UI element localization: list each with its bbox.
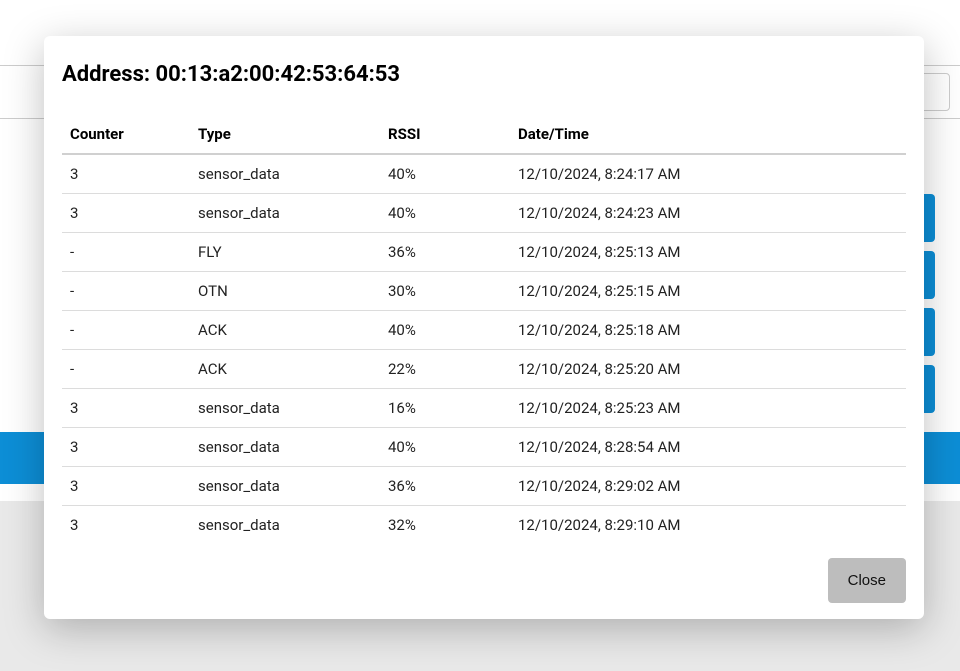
cell-datetime: 12/10/2024, 8:28:54 AM bbox=[510, 428, 906, 467]
cell-datetime: 12/10/2024, 8:25:20 AM bbox=[510, 350, 906, 389]
cell-rssi: 40% bbox=[380, 311, 510, 350]
cell-datetime: 12/10/2024, 8:25:13 AM bbox=[510, 233, 906, 272]
cell-rssi: 40% bbox=[380, 194, 510, 233]
column-header-counter: Counter bbox=[62, 117, 190, 154]
modal-footer: Close bbox=[62, 558, 906, 603]
cell-counter: 3 bbox=[62, 506, 190, 545]
cell-datetime: 12/10/2024, 8:25:18 AM bbox=[510, 311, 906, 350]
cell-datetime: 12/10/2024, 8:24:23 AM bbox=[510, 194, 906, 233]
column-header-rssi: RSSI bbox=[380, 117, 510, 154]
cell-type: sensor_data bbox=[190, 389, 380, 428]
cell-rssi: 22% bbox=[380, 350, 510, 389]
cell-rssi: 30% bbox=[380, 272, 510, 311]
cell-rssi: 32% bbox=[380, 506, 510, 545]
cell-rssi: 40% bbox=[380, 428, 510, 467]
cell-datetime: 12/10/2024, 8:29:02 AM bbox=[510, 467, 906, 506]
cell-datetime: 12/10/2024, 8:25:23 AM bbox=[510, 389, 906, 428]
cell-counter: - bbox=[62, 311, 190, 350]
table-row: 3sensor_data40%12/10/2024, 8:24:17 AM bbox=[62, 154, 906, 194]
cell-counter: 3 bbox=[62, 467, 190, 506]
cell-counter: - bbox=[62, 350, 190, 389]
cell-type: ACK bbox=[190, 311, 380, 350]
close-button[interactable]: Close bbox=[828, 558, 906, 603]
address-detail-modal: Address: 00:13:a2:00:42:53:64:53 Counter… bbox=[44, 36, 924, 619]
cell-datetime: 12/10/2024, 8:25:15 AM bbox=[510, 272, 906, 311]
cell-counter: - bbox=[62, 272, 190, 311]
cell-type: sensor_data bbox=[190, 506, 380, 545]
cell-rssi: 16% bbox=[380, 389, 510, 428]
table-row: -ACK40%12/10/2024, 8:25:18 AM bbox=[62, 311, 906, 350]
table-row: 3sensor_data16%12/10/2024, 8:25:23 AM bbox=[62, 389, 906, 428]
column-header-type: Type bbox=[190, 117, 380, 154]
cell-rssi: 36% bbox=[380, 233, 510, 272]
table-row: 3sensor_data36%12/10/2024, 8:29:02 AM bbox=[62, 467, 906, 506]
cell-type: sensor_data bbox=[190, 154, 380, 194]
column-header-datetime: Date/Time bbox=[510, 117, 906, 154]
modal-title: Address: 00:13:a2:00:42:53:64:53 bbox=[62, 62, 906, 87]
cell-type: sensor_data bbox=[190, 467, 380, 506]
table-row: -FLY36%12/10/2024, 8:25:13 AM bbox=[62, 233, 906, 272]
table-row: 3sensor_data40%12/10/2024, 8:24:23 AM bbox=[62, 194, 906, 233]
table-row: -ACK22%12/10/2024, 8:25:20 AM bbox=[62, 350, 906, 389]
cell-datetime: 12/10/2024, 8:24:17 AM bbox=[510, 154, 906, 194]
cell-counter: - bbox=[62, 233, 190, 272]
cell-counter: 3 bbox=[62, 194, 190, 233]
table-header-row: Counter Type RSSI Date/Time bbox=[62, 117, 906, 154]
cell-rssi: 36% bbox=[380, 467, 510, 506]
packet-log-table: Counter Type RSSI Date/Time 3sensor_data… bbox=[62, 117, 906, 544]
cell-counter: 3 bbox=[62, 154, 190, 194]
cell-datetime: 12/10/2024, 8:29:10 AM bbox=[510, 506, 906, 545]
cell-type: OTN bbox=[190, 272, 380, 311]
cell-type: sensor_data bbox=[190, 428, 380, 467]
cell-type: sensor_data bbox=[190, 194, 380, 233]
cell-rssi: 40% bbox=[380, 154, 510, 194]
cell-counter: 3 bbox=[62, 389, 190, 428]
table-row: -OTN30%12/10/2024, 8:25:15 AM bbox=[62, 272, 906, 311]
cell-counter: 3 bbox=[62, 428, 190, 467]
table-row: 3sensor_data32%12/10/2024, 8:29:10 AM bbox=[62, 506, 906, 545]
table-row: 3sensor_data40%12/10/2024, 8:28:54 AM bbox=[62, 428, 906, 467]
cell-type: FLY bbox=[190, 233, 380, 272]
cell-type: ACK bbox=[190, 350, 380, 389]
